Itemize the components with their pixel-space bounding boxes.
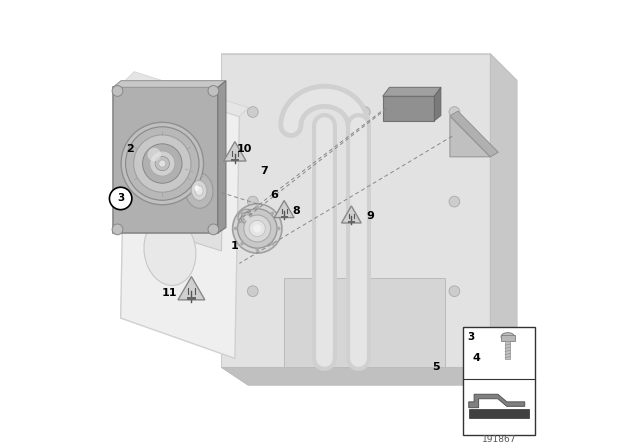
Circle shape bbox=[249, 220, 266, 237]
Circle shape bbox=[238, 209, 256, 227]
Circle shape bbox=[159, 160, 166, 167]
Text: 3: 3 bbox=[467, 332, 474, 341]
Text: 5: 5 bbox=[432, 362, 440, 372]
Circle shape bbox=[248, 107, 258, 117]
Circle shape bbox=[449, 107, 460, 117]
Circle shape bbox=[208, 86, 219, 96]
Ellipse shape bbox=[195, 185, 199, 191]
Text: 9: 9 bbox=[366, 211, 374, 221]
Circle shape bbox=[233, 204, 282, 253]
Polygon shape bbox=[221, 54, 517, 81]
Circle shape bbox=[271, 242, 275, 246]
Circle shape bbox=[134, 135, 191, 192]
Circle shape bbox=[112, 224, 123, 235]
Text: 11: 11 bbox=[162, 288, 178, 297]
Polygon shape bbox=[490, 54, 517, 385]
Polygon shape bbox=[178, 276, 205, 300]
Polygon shape bbox=[450, 112, 499, 157]
Ellipse shape bbox=[191, 181, 207, 200]
Circle shape bbox=[150, 151, 175, 176]
Polygon shape bbox=[435, 87, 441, 121]
Circle shape bbox=[208, 224, 219, 235]
Circle shape bbox=[360, 107, 370, 117]
Circle shape bbox=[112, 86, 123, 96]
Circle shape bbox=[240, 211, 244, 215]
Text: 4: 4 bbox=[473, 353, 481, 362]
Polygon shape bbox=[221, 54, 248, 385]
Circle shape bbox=[241, 212, 253, 224]
Bar bbox=[468, 409, 529, 418]
Ellipse shape bbox=[195, 185, 203, 195]
Circle shape bbox=[360, 196, 370, 207]
Text: 2: 2 bbox=[126, 144, 134, 154]
Bar bbox=[187, 297, 196, 300]
Text: 191867: 191867 bbox=[482, 435, 516, 444]
Bar bbox=[505, 341, 511, 359]
Bar bbox=[348, 221, 355, 224]
Circle shape bbox=[449, 286, 460, 297]
Polygon shape bbox=[275, 201, 294, 218]
Circle shape bbox=[237, 209, 277, 248]
Circle shape bbox=[244, 215, 271, 242]
Ellipse shape bbox=[144, 216, 196, 285]
Circle shape bbox=[449, 196, 460, 207]
Polygon shape bbox=[284, 278, 445, 367]
Circle shape bbox=[255, 248, 259, 252]
Polygon shape bbox=[113, 81, 226, 87]
Circle shape bbox=[234, 227, 237, 230]
Polygon shape bbox=[224, 142, 246, 161]
Text: 3: 3 bbox=[117, 194, 124, 203]
Bar bbox=[281, 215, 287, 218]
Polygon shape bbox=[468, 394, 525, 408]
Polygon shape bbox=[342, 206, 361, 223]
Polygon shape bbox=[154, 85, 221, 143]
Polygon shape bbox=[450, 111, 499, 157]
Text: 8: 8 bbox=[293, 206, 301, 215]
Circle shape bbox=[277, 227, 280, 230]
Circle shape bbox=[248, 286, 258, 297]
Circle shape bbox=[271, 211, 275, 215]
Circle shape bbox=[155, 156, 170, 171]
Polygon shape bbox=[221, 367, 517, 385]
Polygon shape bbox=[121, 81, 239, 358]
Circle shape bbox=[255, 205, 259, 209]
Circle shape bbox=[240, 242, 244, 246]
Bar bbox=[501, 336, 515, 341]
Circle shape bbox=[244, 215, 250, 221]
Text: 10: 10 bbox=[237, 144, 252, 154]
Circle shape bbox=[360, 286, 370, 297]
Bar bbox=[231, 159, 239, 161]
Circle shape bbox=[121, 122, 204, 205]
Polygon shape bbox=[125, 72, 248, 116]
Bar bbox=[383, 96, 435, 121]
Circle shape bbox=[148, 148, 161, 161]
Polygon shape bbox=[218, 81, 226, 233]
Circle shape bbox=[253, 224, 261, 233]
Polygon shape bbox=[383, 87, 441, 96]
Ellipse shape bbox=[180, 166, 218, 215]
Polygon shape bbox=[450, 116, 490, 157]
Circle shape bbox=[143, 144, 182, 183]
Text: 1: 1 bbox=[231, 241, 239, 250]
Polygon shape bbox=[113, 87, 218, 233]
Circle shape bbox=[248, 196, 258, 207]
Ellipse shape bbox=[501, 333, 515, 341]
Bar bbox=[463, 327, 535, 435]
Polygon shape bbox=[150, 112, 224, 251]
Text: 6: 6 bbox=[270, 190, 278, 200]
Ellipse shape bbox=[185, 172, 213, 208]
Ellipse shape bbox=[178, 166, 220, 220]
Circle shape bbox=[109, 187, 132, 210]
Text: 7: 7 bbox=[260, 166, 268, 176]
Polygon shape bbox=[221, 54, 490, 367]
Circle shape bbox=[125, 127, 199, 200]
